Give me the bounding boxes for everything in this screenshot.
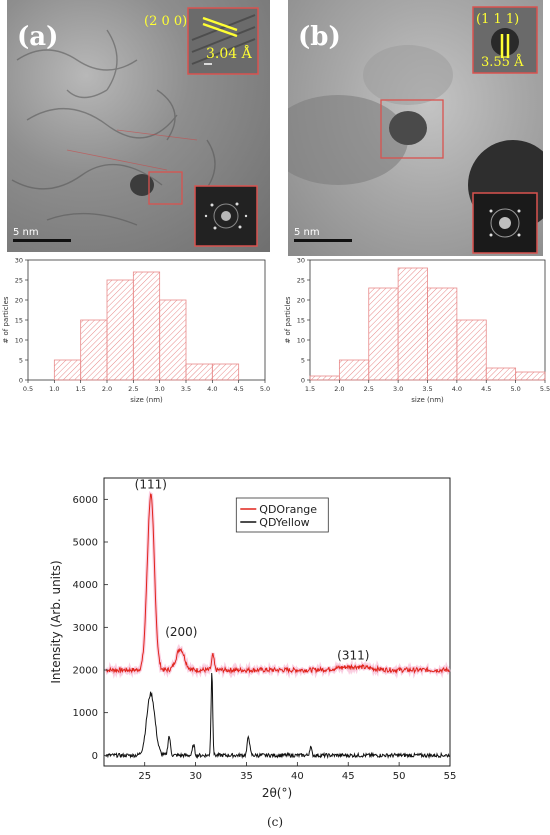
x-tick-label: 35 [240,771,253,782]
x-tick-label: 4.0 [452,385,462,393]
x-axis-label: size (nm) [411,396,444,404]
y-axis-label: # of particles [2,296,10,343]
x-tick-label: 2.5 [128,385,138,393]
x-axis-label: size (nm) [130,396,163,404]
peak-annotation: (311) [337,648,369,662]
scale-bar-b [294,239,352,242]
x-tick-label: 4.0 [207,385,217,393]
tem-texture-a [11,7,259,247]
histogram-bar [80,319,108,381]
x-tick-label: 30 [189,771,202,782]
peak-annotation: (200) [165,625,197,639]
xrd-chart: 25 30 35 40 45 50 55 0 1000 2000 3000 4000 5000 6000 2… [49,477,457,800]
y-tick-label: 0 [301,376,305,384]
panel-label-a: (a) [17,22,59,52]
y-tick-label: 20 [297,296,305,304]
scale-label-a: 5 nm [13,227,39,238]
x-axis-label: 2θ(°) [262,786,292,800]
histogram-bar [368,287,399,381]
histogram-bar [211,363,240,381]
x-tick-label: 40 [291,771,304,782]
x-tick-label: 1.5 [75,385,85,393]
x-tick-label: 2.0 [334,385,344,393]
x-tick-label: 3.0 [154,385,164,393]
y-tick-label: 25 [297,276,305,284]
x-tick-label: 50 [393,771,406,782]
x-tick-label: 4.5 [233,385,243,393]
panel-label-c: (c) [267,815,284,829]
lattice-plane-a: (2 0 0) [144,14,188,29]
y-tick-label: 30 [297,256,305,264]
y-tick-label: 20 [15,296,23,304]
x-tick-label: 3.0 [393,385,403,393]
histogram-bar [485,367,517,381]
y-tick-label: 10 [15,336,23,344]
x-tick-label: 25 [138,771,151,782]
x-tick-label: 2.0 [102,385,112,393]
y-tick-label: 4000 [73,580,98,591]
histogram-bar [427,287,458,381]
x-tick-label: 5.5 [540,385,550,393]
y-tick-label: 10 [297,336,305,344]
histogram-bar [159,299,187,381]
histogram-bar [397,267,428,381]
x-tick-label: 45 [342,771,355,782]
y-tick-label: 6000 [73,495,98,506]
y-tick-label: 25 [15,276,23,284]
x-tick-label: 5.0 [510,385,520,393]
y-tick-label: 1000 [73,708,98,719]
x-tick-label: 0.5 [23,385,33,393]
lattice-line-a2 [202,22,238,38]
histogram-bar [185,363,213,381]
x-tick-label: 4.5 [481,385,491,393]
tem-image-a: (a) (2 0 0) 3.04 Å 5 nm [7,0,270,252]
x-tick-label: 1.0 [49,385,59,393]
y-tick-label: 0 [19,376,23,384]
series-line-qdyellow [105,672,450,760]
y-tick-label: 5 [301,356,305,364]
lattice-spacing-a: 3.04 Å [206,46,252,62]
lattice-spacing-b: 3.55 Å [481,55,524,70]
x-tick-label: 5.0 [260,385,270,393]
y-axis-label: Intensity (Arb. units) [49,560,63,683]
histogram-bar [132,271,161,381]
histogram-bar [456,319,487,381]
peak-annotation: (111) [135,478,167,492]
x-tick-label: 55 [444,771,457,782]
histogram-bar [515,371,546,381]
legend-label-qdyellow: QDYellow [259,516,309,529]
y-tick-label: 0 [92,751,98,762]
scale-bar-a [13,239,71,242]
lattice-plane-b: (1 1 1) [476,12,520,27]
histogram-bar [309,375,340,381]
roi-box-b [380,99,444,159]
y-tick-label: 3000 [73,623,98,634]
legend-label-qdorange: QDOrange [259,503,317,516]
tem-texture-b [288,6,543,254]
y-tick-label: 2000 [73,666,98,677]
histogram-bar [53,359,82,381]
y-axis-label: # of particles [284,296,292,343]
histogram-bar [338,359,370,381]
y-tick-label: 15 [297,316,305,324]
x-tick-label: 3.5 [181,385,191,393]
histogram-bar [106,279,134,381]
series-line-qdorange [105,493,450,675]
histogram-a: 0.5 1.0 1.5 2.0 2.5 3.0 3.5 4.0 4.5 5.0 0 5 10 15 20 25… [2,256,270,404]
x-tick-label: 2.5 [364,385,374,393]
x-tick-label: 3.5 [422,385,432,393]
scale-label-b: 5 nm [294,227,320,238]
roi-box-a [148,171,183,205]
histogram-b: 1.5 2.0 2.5 3.0 3.5 4.0 4.5 5.0 5.5 0 5 10 15 20 25 30 s… [284,256,550,404]
y-tick-label: 5000 [73,538,98,549]
y-tick-label: 30 [15,256,23,264]
panel-label-b: (b) [298,22,341,52]
x-tick-label: 1.5 [305,385,315,393]
y-tick-label: 5 [19,356,23,364]
legend-box [235,497,329,533]
tem-image-b: (b) (1 1 1) 3.55 Å 5 nm [288,0,543,256]
lattice-line-a1 [202,16,238,32]
y-tick-label: 15 [15,316,23,324]
